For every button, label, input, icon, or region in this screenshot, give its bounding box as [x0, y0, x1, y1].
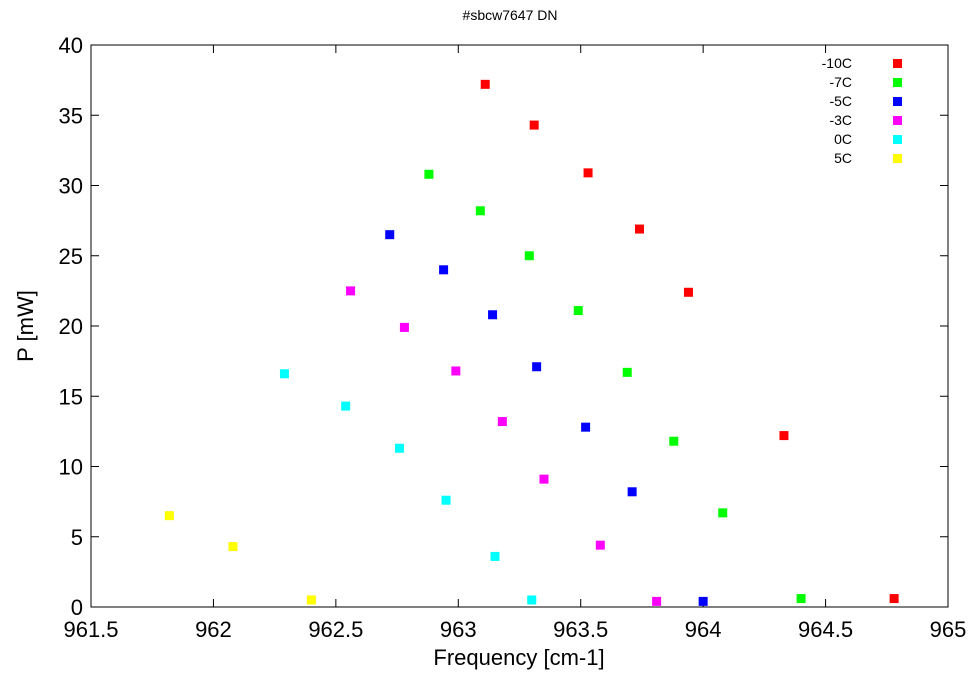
data-point: [480, 79, 490, 89]
data-point: [306, 595, 316, 605]
x-tick-label: 962.5: [308, 617, 363, 642]
data-point: [164, 511, 174, 521]
data-point: [451, 366, 461, 376]
data-point: [527, 595, 537, 605]
y-tick-label: 30: [59, 174, 83, 199]
x-axis-title: Frequency [cm-1]: [433, 645, 604, 670]
axis-ticks: 961.5 962 962.5 963 963.5 964 964.5 965 0 5 10 15 20…: [59, 33, 967, 642]
data-point: [652, 596, 662, 606]
data-point: [228, 542, 238, 552]
data-point: [698, 596, 708, 606]
data-point: [395, 443, 405, 453]
y-tick-label: 25: [59, 244, 83, 269]
data-point: [683, 287, 693, 297]
y-tick-label: 0: [71, 595, 83, 620]
data-point: [779, 431, 789, 441]
y-tick-label: 15: [59, 384, 83, 409]
y-tick-label: 5: [71, 525, 83, 550]
x-tick-label: 961.5: [63, 617, 118, 642]
legend-label: -10C: [822, 55, 852, 71]
data-point: [497, 417, 507, 427]
data-point: [529, 120, 539, 130]
x-tick-label: 963: [440, 617, 477, 642]
legend-swatch: [893, 135, 902, 144]
data-point: [346, 286, 356, 296]
x-tick-label: 964: [685, 617, 722, 642]
legend-label: -3C: [829, 112, 852, 128]
legend: -10C -7C -5C -3C 0C 5C: [822, 55, 902, 166]
y-tick-label: 20: [59, 314, 83, 339]
data-points: [164, 79, 899, 606]
data-point: [583, 168, 593, 178]
chart-title: #sbcw7647 DN: [463, 7, 558, 23]
data-point: [622, 367, 632, 377]
data-point: [796, 594, 806, 604]
data-point: [439, 265, 449, 275]
data-point: [524, 251, 534, 261]
data-point: [539, 474, 549, 484]
data-point: [424, 169, 434, 179]
legend-swatch: [893, 116, 902, 125]
data-point: [385, 230, 395, 240]
y-axis-title: P [mW]: [13, 290, 38, 362]
legend-swatch: [893, 59, 902, 68]
x-tick-label: 963.5: [553, 617, 608, 642]
data-point: [595, 540, 605, 550]
x-tick-label: 962: [195, 617, 232, 642]
data-point: [441, 495, 451, 505]
data-point: [669, 436, 679, 446]
legend-label: -5C: [829, 93, 852, 109]
data-point: [634, 224, 644, 234]
y-tick-label: 35: [59, 103, 83, 128]
x-tick-label: 965: [930, 617, 967, 642]
data-point: [718, 508, 728, 518]
data-point: [573, 306, 583, 316]
data-point: [279, 369, 289, 379]
y-tick-label: 40: [59, 33, 83, 58]
data-point: [475, 206, 485, 216]
data-point: [341, 401, 351, 411]
legend-swatch: [893, 154, 902, 163]
legend-label: 5C: [834, 150, 852, 166]
data-point: [490, 551, 500, 561]
data-point: [581, 422, 591, 432]
data-point: [488, 310, 498, 320]
data-point: [889, 594, 899, 604]
x-tick-label: 964.5: [798, 617, 853, 642]
legend-swatch: [893, 97, 902, 106]
data-point: [532, 362, 542, 372]
legend-swatch: [893, 78, 902, 87]
data-point: [399, 322, 409, 332]
y-tick-label: 10: [59, 455, 83, 480]
legend-label: -7C: [829, 74, 852, 90]
plot-frame: [90, 44, 949, 608]
data-point: [627, 487, 637, 497]
legend-label: 0C: [834, 131, 852, 147]
